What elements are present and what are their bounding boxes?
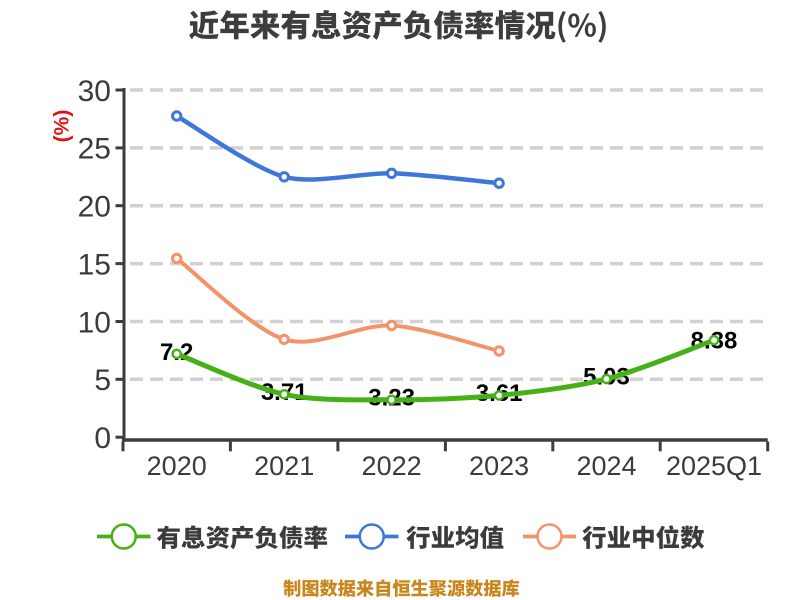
svg-text:2024: 2024 (576, 451, 636, 481)
svg-text:30: 30 (78, 75, 111, 108)
svg-text:2025Q1: 2025Q1 (666, 451, 762, 481)
svg-text:2022: 2022 (362, 451, 422, 481)
svg-text:2021: 2021 (254, 451, 314, 481)
svg-text:20: 20 (78, 191, 111, 224)
svg-text:0: 0 (94, 422, 111, 455)
svg-text:2023: 2023 (469, 451, 529, 481)
svg-text:5: 5 (94, 364, 111, 397)
svg-text:10: 10 (78, 306, 111, 339)
svg-text:(%): (%) (51, 110, 74, 143)
svg-text:15: 15 (78, 248, 111, 281)
svg-text:25: 25 (78, 133, 111, 166)
svg-text:2020: 2020 (147, 451, 207, 481)
